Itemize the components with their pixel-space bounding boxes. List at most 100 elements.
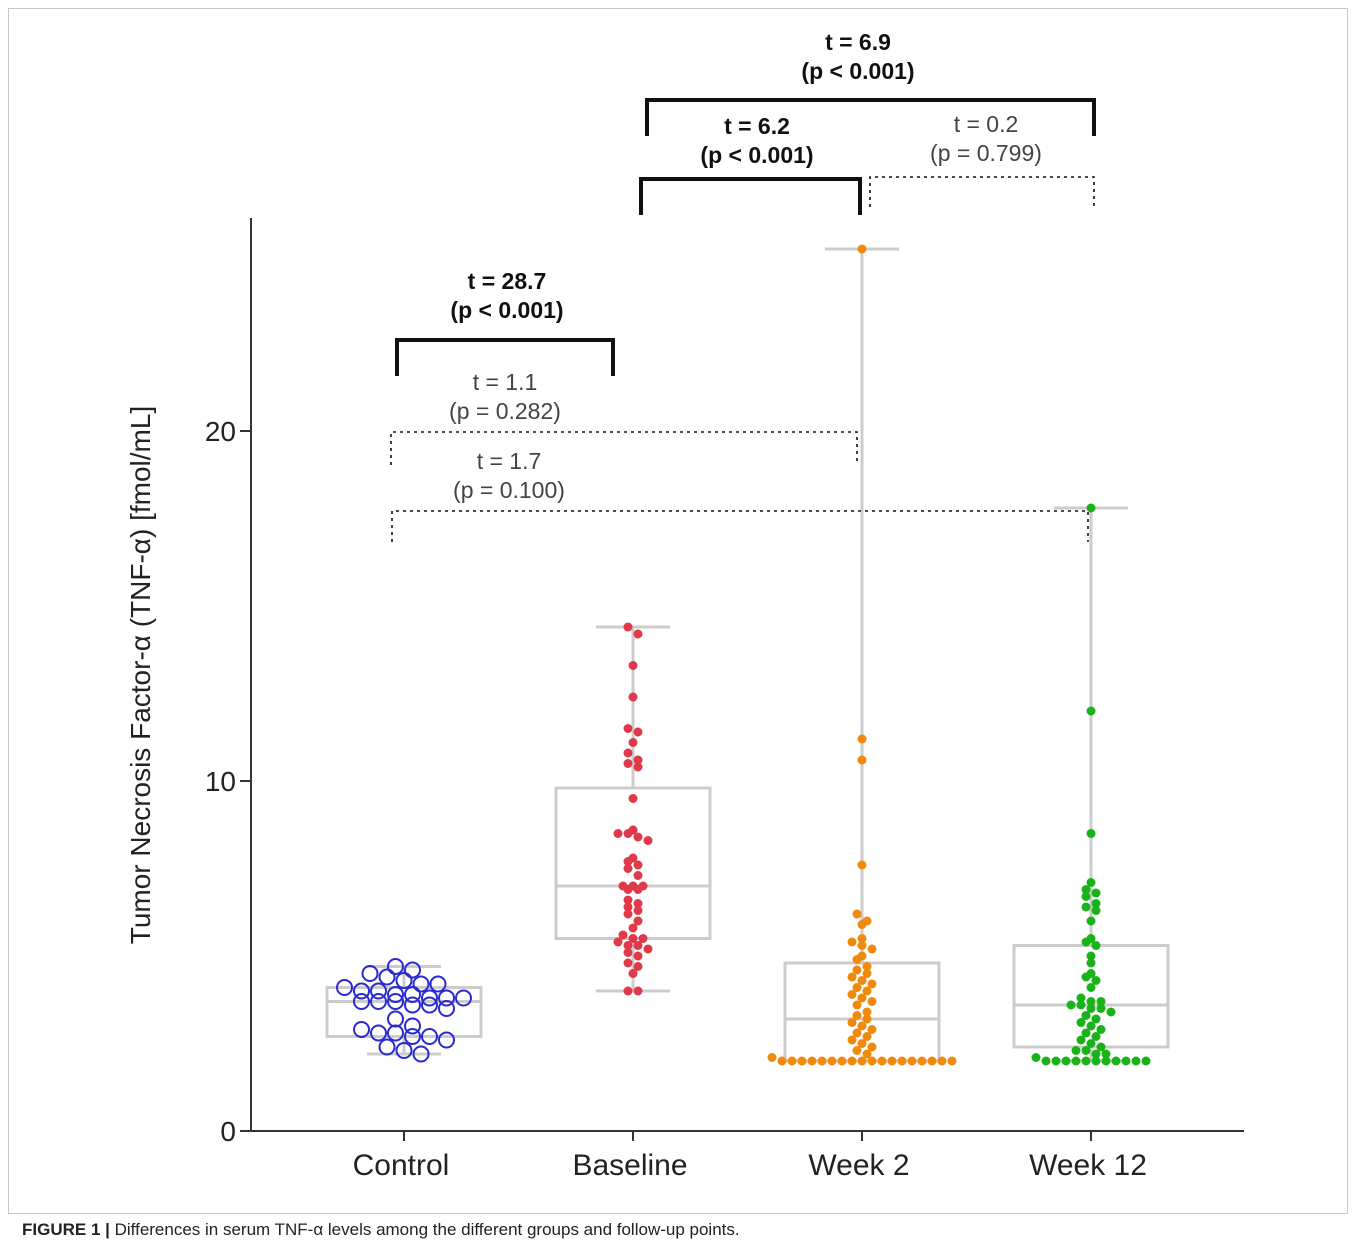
data-point-control — [395, 972, 413, 989]
bracket-baseline-vs-week-2 — [639, 177, 862, 215]
data-point-week-12 — [1091, 899, 1101, 908]
brackets-layer: t = 28.7 (p < 0.001) t = 1.1 (p = 0.282) t =… — [390, 29, 1096, 542]
bracket-week-2-vs-week-12-t-label: t = 0.2 — [954, 111, 1019, 137]
data-point-week-12 — [1086, 916, 1096, 926]
data-point-week-12 — [1076, 1018, 1086, 1027]
data-point-week-12 — [1101, 1049, 1111, 1059]
data-point-week-2 — [817, 1056, 827, 1066]
bracket-control-vs-baseline-p-label: (p < 0.001) — [450, 297, 563, 323]
data-point-baseline — [633, 986, 643, 996]
data-point-week-2 — [867, 1042, 877, 1052]
data-point-week-2 — [847, 937, 857, 947]
data-point-week-12 — [1081, 1028, 1091, 1038]
data-point-week-12 — [1086, 958, 1096, 968]
data-point-week-2 — [862, 1032, 872, 1041]
data-point-week-2 — [857, 1039, 867, 1048]
data-point-baseline — [623, 724, 633, 733]
data-point-week-12 — [1086, 1039, 1096, 1048]
data-point-week-12 — [1066, 1000, 1076, 1010]
y-tick-label-1: 10 — [205, 766, 236, 797]
data-point-week-2 — [852, 965, 862, 975]
data-point-week-2 — [862, 1014, 872, 1024]
x-tick-label-week-12: Week 12 — [1029, 1149, 1147, 1182]
data-point-week-12 — [1091, 941, 1101, 950]
data-point-control — [387, 993, 404, 1010]
data-point-week-2 — [917, 1056, 927, 1066]
x-tick-label-week-2: Week 2 — [808, 1149, 909, 1182]
data-point-week-2 — [847, 972, 857, 982]
data-point-control — [353, 993, 370, 1010]
data-point-control — [370, 993, 387, 1010]
data-point-week-2 — [867, 1025, 877, 1034]
data-point-control — [353, 982, 370, 1000]
data-point-week-2 — [852, 1000, 862, 1010]
data-point-baseline — [628, 661, 638, 670]
data-point-week-2 — [937, 1056, 947, 1066]
data-point-week-12 — [1081, 885, 1091, 894]
data-point-baseline — [633, 885, 643, 894]
data-point-control — [404, 1028, 421, 1045]
data-point-control — [421, 996, 438, 1014]
data-point-baseline — [633, 762, 643, 772]
figure-frame — [8, 8, 1348, 1214]
data-point-week-2 — [857, 934, 867, 943]
data-point-baseline — [623, 909, 633, 919]
data-point-week-2 — [867, 979, 877, 989]
y-axis-label: Tumor Necrosis Factor-α (TNF-α) [fmol/mL… — [125, 406, 156, 944]
data-point-baseline — [628, 794, 638, 803]
data-point-control — [370, 1024, 387, 1042]
points-layer — [336, 244, 1151, 1066]
data-point-baseline — [613, 937, 623, 947]
data-point-control — [387, 1024, 404, 1042]
data-point-week-12 — [1091, 888, 1101, 898]
data-point-week-2 — [857, 860, 867, 870]
data-point-week-12 — [1081, 892, 1091, 901]
bracket-control-vs-week-12 — [391, 510, 1089, 542]
data-point-week-2 — [777, 1056, 787, 1066]
data-point-control — [404, 961, 421, 979]
data-point-baseline — [633, 832, 643, 842]
data-point-baseline — [633, 727, 643, 737]
bracket-week-2-vs-week-12-p-label: (p = 0.799) — [930, 140, 1042, 166]
data-point-baseline — [633, 951, 643, 961]
data-point-baseline — [623, 748, 633, 758]
data-point-control — [387, 1010, 404, 1028]
data-point-week-2 — [847, 1018, 857, 1027]
figure-caption-text: Differences in serum TNF-α levels among … — [114, 1220, 740, 1239]
y-tick-label-2: 20 — [205, 416, 236, 447]
data-point-week-2 — [897, 1056, 907, 1066]
ticks-layer: 0 10 20 Control Baseline Week 2 Week 12 — [205, 416, 1147, 1182]
data-point-baseline — [623, 829, 633, 838]
bracket-control-vs-week-12-t-label: t = 1.7 — [477, 448, 542, 474]
tnf-alpha-box-scatter-chart: Tumor Necrosis Factor-α (TNF-α) [fmol/mL… — [125, 29, 1244, 1182]
data-point-week-12 — [1131, 1056, 1141, 1066]
data-point-week-2 — [852, 983, 862, 992]
boxes-layer — [325, 247, 1170, 1063]
data-point-baseline — [633, 941, 643, 950]
data-point-week-2 — [852, 909, 862, 919]
data-point-baseline — [633, 871, 643, 880]
data-point-control — [387, 986, 404, 1003]
data-point-week-12 — [1086, 1021, 1096, 1031]
data-point-week-2 — [887, 1056, 897, 1066]
data-point-week-2 — [857, 920, 867, 929]
data-point-week-2 — [827, 1056, 837, 1066]
data-point-baseline — [623, 902, 633, 912]
data-point-week-2 — [847, 990, 857, 999]
data-point-week-2 — [862, 1007, 872, 1017]
data-point-week-2 — [857, 976, 867, 985]
figure-label: FIGURE 1 | — [22, 1220, 110, 1239]
data-point-week-2 — [847, 1035, 857, 1045]
data-point-week-12 — [1071, 1046, 1081, 1055]
data-point-baseline — [633, 962, 643, 971]
data-point-control — [370, 982, 387, 1000]
data-point-week-12 — [1081, 1056, 1091, 1066]
data-point-baseline — [623, 986, 633, 996]
data-point-week-12 — [1106, 1007, 1116, 1017]
data-point-week-12 — [1086, 878, 1096, 887]
data-point-week-12 — [1081, 902, 1091, 912]
bracket-baseline-vs-week-12-t-label: t = 6.9 — [825, 29, 891, 55]
data-point-baseline — [628, 738, 638, 747]
data-point-baseline — [633, 906, 643, 915]
data-point-week-12 — [1086, 503, 1096, 513]
